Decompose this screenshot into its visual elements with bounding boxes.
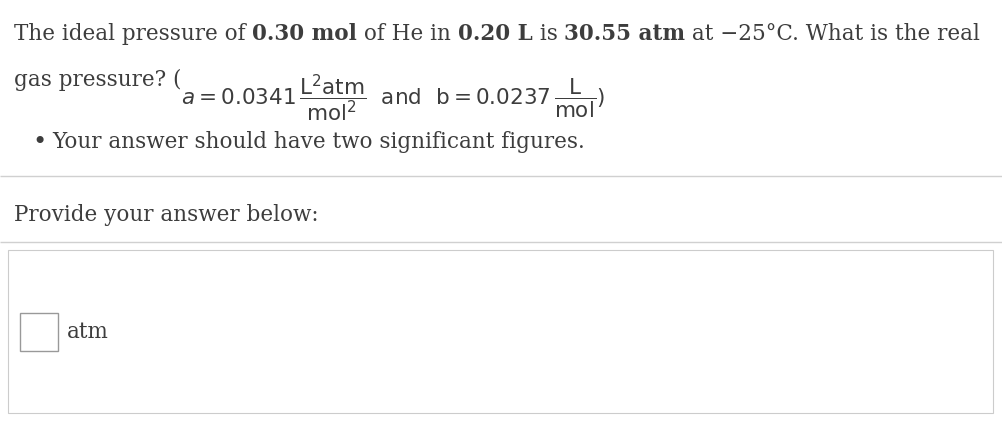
Text: $a = 0.0341\,\dfrac{\rm L^{2}atm}{\rm mol^{2}}\ \ and\ \ b = 0.0237\,\dfrac{\rm : $a = 0.0341\,\dfrac{\rm L^{2}atm}{\rm mo… [181,72,605,124]
Text: of He in: of He in [357,23,458,45]
Text: Provide your answer below:: Provide your answer below: [14,204,319,226]
Text: 0.20 L: 0.20 L [458,23,532,45]
Text: Your answer should have two significant figures.: Your answer should have two significant … [52,131,584,153]
Text: gas pressure? (: gas pressure? ( [14,69,181,91]
FancyBboxPatch shape [20,313,58,351]
Text: •: • [32,131,46,154]
FancyBboxPatch shape [8,250,992,413]
Text: is: is [532,23,564,45]
Text: 30.55 atm: 30.55 atm [564,23,684,45]
Text: at −25°C. What is the real: at −25°C. What is the real [684,23,979,45]
Text: The ideal pressure of: The ideal pressure of [14,23,253,45]
Text: 0.30 mol: 0.30 mol [253,23,357,45]
Text: atm: atm [67,321,109,343]
